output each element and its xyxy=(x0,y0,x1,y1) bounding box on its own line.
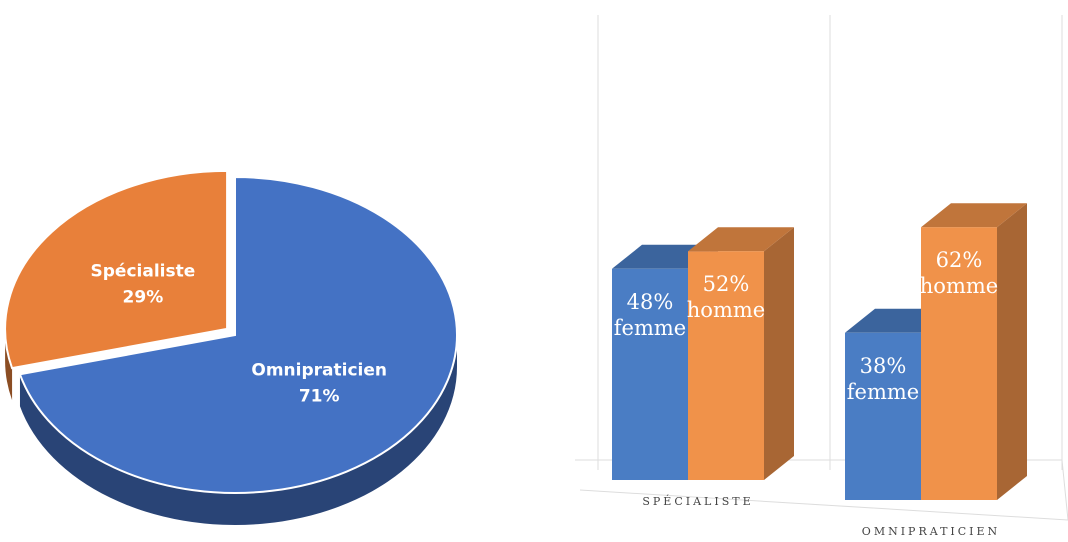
pie-value-label: 29% xyxy=(123,287,164,307)
x-tick-label: OMNIPRATICIEN xyxy=(862,525,1000,538)
pie-label: Spécialiste xyxy=(91,261,196,281)
bar xyxy=(612,268,688,480)
x-tick-label: SPÉCIALISTE xyxy=(642,494,753,508)
bar-top xyxy=(921,203,1027,228)
bar-value-label: 52% xyxy=(703,272,750,296)
bar-top xyxy=(688,227,794,252)
pie-chart: Omnipraticien 71% Spécialiste 29% xyxy=(4,169,458,526)
bar-value-label: 38% xyxy=(860,354,907,378)
pie-label: Omnipraticien xyxy=(251,360,387,380)
bar-value-label: 62% xyxy=(936,248,983,272)
bar-side xyxy=(764,227,794,480)
bar xyxy=(688,251,764,480)
pie-side xyxy=(19,335,457,526)
pie-side xyxy=(5,328,13,401)
pie-slice xyxy=(18,175,458,494)
bar-chart: 48%femme52%hommeSPÉCIALISTE38%femme62%ho… xyxy=(575,15,1068,538)
pie-slice xyxy=(4,169,229,370)
bar-series-label: homme xyxy=(687,298,765,322)
bar-series-label: femme xyxy=(847,380,919,404)
bar-series-label: homme xyxy=(920,274,998,298)
bar-value-label: 48% xyxy=(627,290,674,314)
pie-value-label: 71% xyxy=(299,386,340,406)
bar xyxy=(921,227,997,500)
floor xyxy=(575,459,1068,521)
bar-series-label: femme xyxy=(614,316,686,340)
bar xyxy=(845,332,921,500)
bar-side xyxy=(997,203,1027,500)
